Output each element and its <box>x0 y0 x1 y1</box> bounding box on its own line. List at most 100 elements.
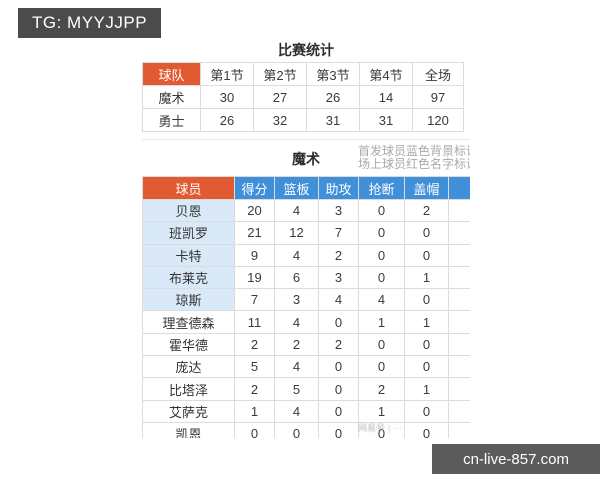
stat-cell: 2 <box>318 332 359 357</box>
player-name: 卡特 <box>142 243 235 267</box>
score-cell: 26 <box>306 85 360 109</box>
stat-cell: 0 <box>404 399 449 423</box>
stat-cell: 1 <box>234 399 275 423</box>
stat-cell: 0 <box>358 332 405 357</box>
stat-cell: 4 <box>274 355 319 379</box>
player-name: 班凯罗 <box>142 221 235 245</box>
stat-cell: 7 <box>318 221 359 245</box>
stat-cell: 0 <box>404 243 449 267</box>
stats-screenshot-area: 比赛统计 球队 第1节 第2节 第3节 第4节 全场 魔术 30 27 26 1… <box>142 40 470 438</box>
legend-note: 首发球员蓝色背景标识 场上球员红色名字标识 <box>358 145 470 171</box>
score-cell: 26 <box>200 108 254 132</box>
stat-cell: 7 <box>234 288 275 312</box>
col-steals: 抢断 <box>358 176 405 200</box>
site-watermark-label: cn-live-857.com <box>463 450 569 468</box>
stat-cell: 0 <box>358 243 405 267</box>
col-points: 得分 <box>234 176 275 200</box>
table-row: 布莱克 19 6 3 0 1 <box>142 265 470 290</box>
site-watermark-badge: cn-live-857.com <box>432 444 600 474</box>
stat-cell: 0 <box>358 265 405 290</box>
stat-cell-cut <box>448 265 470 290</box>
table-row: 庞达 5 4 0 0 0 <box>142 355 470 379</box>
stat-cell: 2 <box>274 332 319 357</box>
stat-cell: 0 <box>404 355 449 379</box>
score-cell: 31 <box>359 108 413 132</box>
stat-cell-cut <box>448 377 470 401</box>
stat-cell: 4 <box>318 288 359 312</box>
player-name: 庞达 <box>142 355 235 379</box>
stat-cell: 2 <box>234 332 275 357</box>
stat-cell: 3 <box>318 265 359 290</box>
small-watermark: 网易号 | ··· <box>358 421 402 434</box>
stat-cell: 1 <box>358 310 405 334</box>
stat-cell: 2 <box>318 243 359 267</box>
player-name: 比塔泽 <box>142 377 235 401</box>
stat-cell-cut <box>448 332 470 357</box>
table-header-row: 球员 得分 篮板 助攻 抢断 盖帽 <box>142 176 470 200</box>
score-cell: 14 <box>359 85 413 109</box>
table-row: 艾萨克 1 4 0 1 0 <box>142 399 470 423</box>
stat-cell: 1 <box>404 310 449 334</box>
stat-cell: 4 <box>358 288 405 312</box>
table-header-row: 球队 第1节 第2节 第3节 第4节 全场 <box>142 62 464 86</box>
score-cell: 120 <box>412 108 464 132</box>
stat-cell-cut <box>448 421 470 438</box>
legend-note-line2: 场上球员红色名字标识 <box>358 157 470 171</box>
col-blocks: 盖帽 <box>404 176 449 200</box>
stat-cell: 5 <box>274 377 319 401</box>
stat-cell: 0 <box>358 221 405 245</box>
player-name: 贝恩 <box>142 198 235 223</box>
table-row: 贝恩 20 4 3 0 2 <box>142 198 470 223</box>
stat-cell: 0 <box>318 421 359 438</box>
table-row: 霍华德 2 2 2 0 0 <box>142 332 470 357</box>
stat-cell: 2 <box>358 377 405 401</box>
small-watermark-right: ··· <box>393 423 403 433</box>
stat-cell: 11 <box>234 310 275 334</box>
stat-cell: 2 <box>234 377 275 401</box>
col-player: 球员 <box>142 176 235 200</box>
tg-channel-badge: TG: MYYJJPP <box>18 8 162 38</box>
table-row: 琼斯 7 3 4 4 0 <box>142 288 470 312</box>
stat-cell: 21 <box>234 221 275 245</box>
player-stats-table: 球员 得分 篮板 助攻 抢断 盖帽 贝恩 20 4 3 0 2 班凯罗 21 1… <box>142 176 470 438</box>
quarter-scores-table: 球队 第1节 第2节 第3节 第4节 全场 魔术 30 27 26 14 97 … <box>142 62 464 132</box>
stat-cell-cut <box>448 355 470 379</box>
stat-cell-cut <box>448 399 470 423</box>
stat-cell: 1 <box>404 265 449 290</box>
stat-cell: 5 <box>234 355 275 379</box>
team-name: 勇士 <box>142 108 201 132</box>
player-name: 霍华德 <box>142 332 235 357</box>
stat-cell: 0 <box>318 355 359 379</box>
stat-cell: 0 <box>274 421 319 438</box>
score-cell: 30 <box>200 85 254 109</box>
stat-cell: 3 <box>274 288 319 312</box>
stat-cell: 0 <box>404 288 449 312</box>
stat-cell: 1 <box>404 377 449 401</box>
stat-cell: 0 <box>318 377 359 401</box>
table-row: 班凯罗 21 12 7 0 0 <box>142 221 470 245</box>
stat-cell: 12 <box>274 221 319 245</box>
section-divider <box>142 139 470 140</box>
table-row: 魔术 30 27 26 14 97 <box>142 85 464 109</box>
stat-cell-cut <box>448 198 470 223</box>
table-row: 比塔泽 2 5 0 2 1 <box>142 377 470 401</box>
player-name: 凯恩 <box>142 421 235 438</box>
stat-cell: 0 <box>318 310 359 334</box>
stat-cell-cut <box>448 288 470 312</box>
stat-cell-cut <box>448 310 470 334</box>
stat-cell-cut <box>448 243 470 267</box>
stat-cell: 2 <box>404 198 449 223</box>
small-watermark-left: 网易号 <box>358 423 386 433</box>
legend-note-line1: 首发球员蓝色背景标识 <box>358 144 470 158</box>
player-name: 布莱克 <box>142 265 235 290</box>
stat-cell: 4 <box>274 198 319 223</box>
table-row: 勇士 26 32 31 31 120 <box>142 108 464 132</box>
col-cut <box>448 176 470 200</box>
player-name: 艾萨克 <box>142 399 235 423</box>
table-row: 卡特 9 4 2 0 0 <box>142 243 470 267</box>
stat-cell: 0 <box>358 198 405 223</box>
score-cell: 97 <box>412 85 464 109</box>
stat-cell: 4 <box>274 399 319 423</box>
stat-cell: 20 <box>234 198 275 223</box>
col-team: 球队 <box>142 62 201 86</box>
